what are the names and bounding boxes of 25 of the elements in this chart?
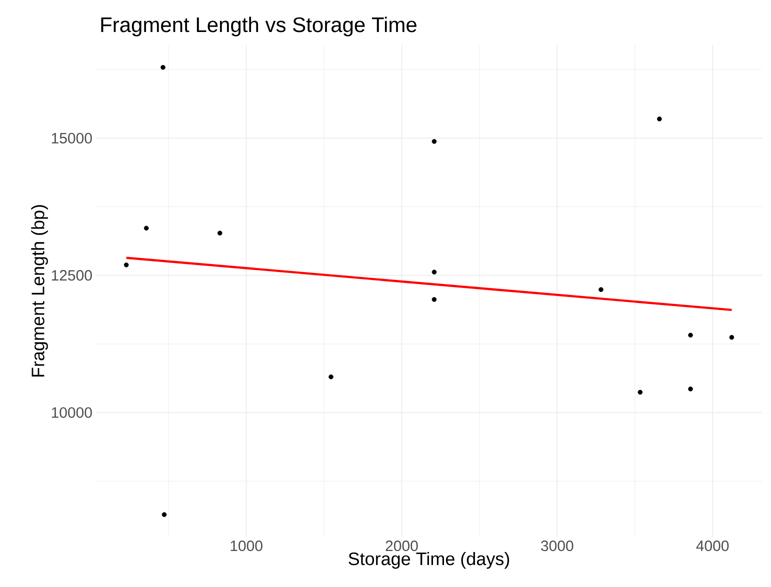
point	[328, 374, 334, 380]
point	[638, 390, 643, 395]
y-tick-label: 10000	[52, 407, 92, 418]
point	[657, 116, 662, 122]
point	[144, 226, 149, 231]
point	[688, 332, 693, 338]
y-axis-title: Fragment Length (bp)	[31, 205, 48, 377]
x-tick-label: 2000	[386, 540, 418, 552]
point	[217, 230, 222, 236]
point	[598, 287, 604, 292]
point	[432, 139, 437, 144]
chart-title: Fragment Length vs Storage Time	[101, 16, 416, 36]
point	[432, 270, 437, 274]
x-axis-title: Storage Time (days)	[348, 552, 510, 569]
point	[688, 386, 693, 392]
y-tick-label: 15000	[52, 132, 92, 144]
point	[162, 512, 167, 518]
point	[729, 334, 734, 340]
x-tick-label: 4000	[696, 540, 729, 552]
x-tick-label: 3000	[541, 540, 574, 552]
point	[124, 262, 129, 268]
point	[160, 64, 166, 70]
x-tick-label: 1000	[230, 540, 262, 552]
y-tick-label: 12500	[52, 270, 92, 281]
point	[432, 297, 437, 302]
